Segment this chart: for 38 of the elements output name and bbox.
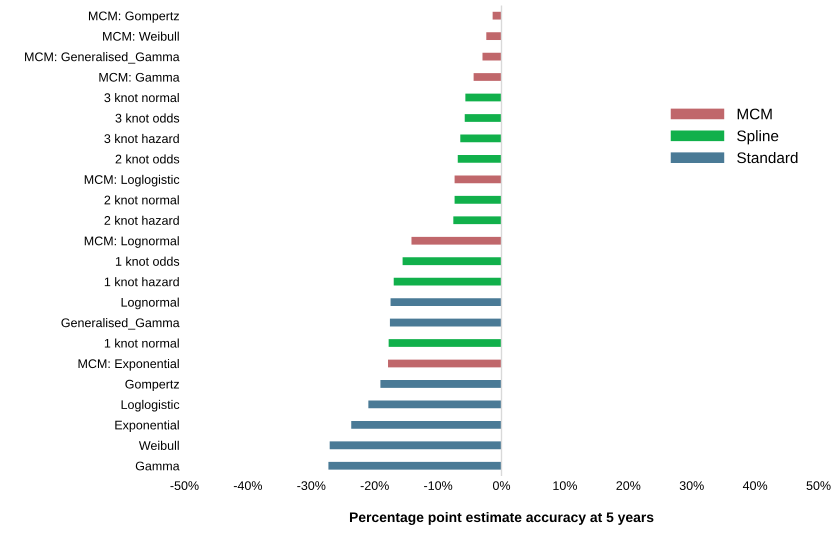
x-tick-label: -50% [170, 481, 199, 490]
x-tick-label: 20% [616, 481, 640, 490]
y-tick-label: 1 knot normal [104, 338, 179, 348]
y-tick-label: MCM: Generalised_Gamma [25, 52, 180, 64]
x-tick-label: 50% [806, 481, 831, 490]
y-tick-label: 1 knot odds [116, 256, 180, 266]
y-tick-label: Weibull [138, 440, 179, 450]
y-tick-label: MCM: Exponential [78, 358, 179, 371]
y-tick-label: Lognormal [122, 298, 179, 310]
y-tick-label: Exponential [115, 420, 179, 432]
x-tick-label: -30% [297, 481, 326, 490]
y-tick-label: Loglogistic [122, 400, 180, 412]
x-tick-label: 40% [742, 481, 768, 490]
y-tick-label: MCM: Gompertz [88, 11, 180, 23]
y-tick-label: Generalised_Gamma [61, 318, 180, 330]
y-tick-label: MCM: Loglogistic [84, 174, 180, 186]
legend-label: Spline [737, 130, 778, 144]
x-tick-label: 0% [492, 481, 510, 490]
y-tick-label: 1 knot hazard [104, 277, 179, 286]
y-tick-label: 2 knot normal [104, 195, 179, 204]
legend-label: Standard [737, 152, 798, 164]
x-axis-title: Percentage point estimate accuracy at 5 years [350, 512, 654, 525]
y-tick-label: Gamma [136, 462, 180, 470]
x-tick-label: -10% [424, 481, 452, 490]
x-tick-label: -40% [234, 481, 262, 490]
x-tick-label: -20% [360, 481, 389, 490]
y-tick-label: 3 knot normal [104, 92, 179, 102]
y-tick-label: MCM: Lognormal [84, 236, 179, 248]
y-tick-label: 3 knot hazard [104, 134, 179, 144]
x-tick-label: 30% [680, 481, 704, 490]
y-tick-label: Gompertz [125, 380, 179, 392]
y-tick-label: MCM: Weibull [103, 32, 179, 41]
legend-label: MCM [738, 108, 772, 120]
y-tick-label: 2 knot hazard [104, 216, 179, 225]
y-tick-label: 2 knot odds [116, 154, 180, 164]
y-tick-label: 3 knot odds [115, 113, 180, 123]
y-tick-label: MCM: Gamma [99, 72, 180, 82]
x-tick-label: 10% [553, 481, 577, 490]
